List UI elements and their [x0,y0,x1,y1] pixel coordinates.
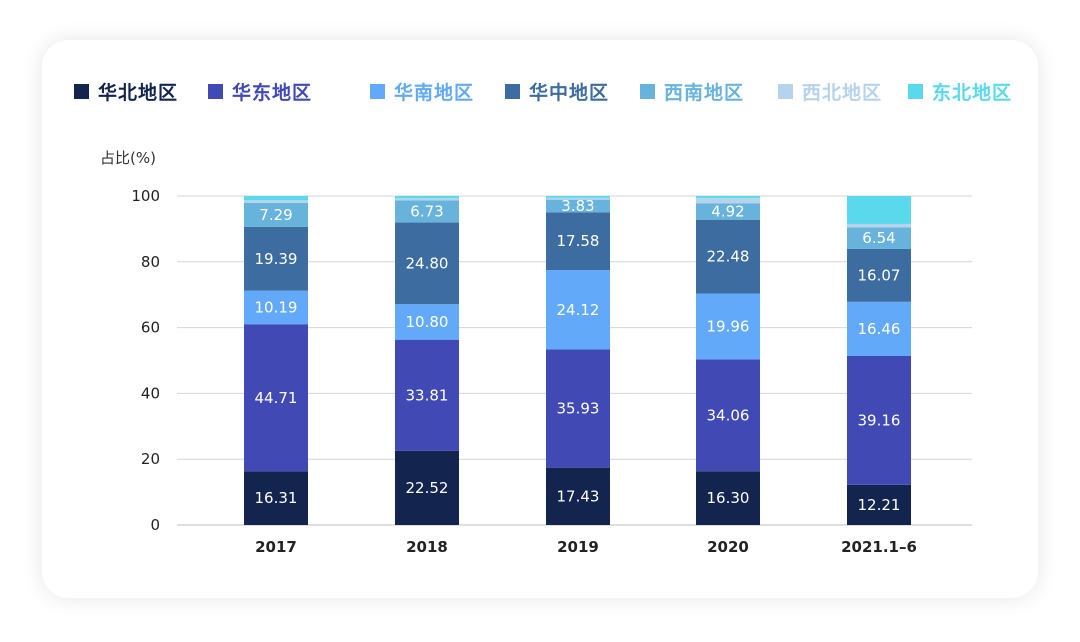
legend-swatch [208,84,223,99]
legend-item: 西南地区 [640,78,744,105]
legend-item: 华东地区 [208,78,312,105]
data-label: 7.29 [259,206,292,224]
data-label: 39.16 [858,411,901,429]
legend-item: 东北地区 [908,78,1012,105]
x-tick-label: 2019 [557,538,599,556]
data-label: 6.54 [862,229,895,247]
bar-segment [847,196,911,224]
bar-segment [696,219,760,294]
bar-segment [244,324,308,472]
chart-legend: 华北地区 华东地区 华南地区 华中地区 西南地区 西北地区 东北地区 [0,78,1080,108]
data-label: 10.80 [406,313,449,331]
bar-segment [847,248,911,302]
y-tick-label: 100 [131,187,160,205]
data-labels: 16.31 44.71 10.19 19.39 7.29 22.52 33.81 10.80 2… [255,197,901,514]
bar-segment [546,349,610,468]
bar-segment [244,202,308,227]
x-axis-ticks: 2017 2018 2019 2020 2021.1–6 [255,538,917,556]
bar-segment [244,200,308,203]
data-label: 22.52 [406,479,449,497]
data-label: 6.73 [410,202,443,220]
bar-segment [696,293,760,360]
legend-label: 华东地区 [232,82,313,104]
bar-segment [696,359,760,472]
bar-segment [395,198,459,201]
bar-segment [395,200,459,223]
data-label: 24.12 [557,301,600,319]
bar-segment [244,226,308,291]
data-label: 12.21 [858,496,901,514]
bar-segment [847,301,911,356]
bar-segment [244,290,308,325]
legend-label: 华北地区 [98,82,179,104]
bar-segment [546,270,610,350]
data-label: 16.30 [707,489,750,507]
bar-segment [696,471,760,525]
y-tick-label: 40 [141,384,160,402]
data-label: 17.58 [557,232,600,250]
y-tick-label: 60 [141,319,160,337]
legend-swatch [370,84,385,99]
legend-label: 华南地区 [394,82,475,104]
data-label: 19.96 [707,317,750,335]
legend-label: 东北地区 [932,82,1013,104]
legend-label: 西北地区 [802,82,883,104]
y-tick-label: 0 [150,516,160,534]
data-label: 33.81 [406,386,449,404]
x-tick-label: 2017 [255,538,297,556]
bar-segment [395,339,459,451]
bar-segment [395,450,459,525]
legend-label: 西南地区 [664,82,745,104]
legend-item: 华中地区 [505,78,609,105]
bar-segment [847,227,911,249]
legend-label: 华中地区 [529,82,610,104]
legend-swatch [778,84,793,99]
data-label: 34.06 [707,406,750,424]
data-label: 22.48 [707,248,750,266]
bar-segment [546,467,610,525]
bar-segment [546,212,610,271]
bar-segment [244,471,308,525]
data-label: 35.93 [557,400,600,418]
bar-segment [395,222,459,305]
data-label: 16.46 [858,320,901,338]
bar-segment [696,198,760,204]
bar-segment [847,223,911,228]
bar-segment [395,196,459,199]
data-label: 16.31 [255,489,298,507]
bar-segment [696,203,760,220]
bar-segment [546,199,610,213]
y-tick-label: 80 [141,253,160,271]
data-label: 16.07 [858,266,901,284]
data-label: 4.92 [711,203,744,221]
legend-swatch [505,84,520,99]
legend-item: 西北地区 [778,78,882,105]
data-label: 10.19 [255,298,298,316]
legend-item: 华南地区 [370,78,474,105]
bars [244,196,911,525]
data-label: 44.71 [255,389,298,407]
y-axis-label: 占比(%) [100,149,156,167]
bar-segment [696,196,760,199]
bar-segment [546,197,610,200]
x-tick-label: 2018 [406,538,448,556]
y-tick-label: 20 [141,450,160,468]
data-label: 17.43 [557,487,600,505]
y-axis-ticks: 0 20 40 60 80 100 [131,187,160,534]
x-tick-label: 2020 [707,538,749,556]
x-tick-label: 2021.1–6 [841,538,917,556]
bar-segment [244,196,308,201]
data-label: 19.39 [255,250,298,268]
data-label: 3.83 [561,197,594,215]
legend-swatch [640,84,655,99]
legend-swatch [74,84,89,99]
legend-item: 华北地区 [74,78,178,105]
bar-segment [847,355,911,485]
bar-segment [546,196,610,198]
bar-segment [395,304,459,340]
legend-swatch [908,84,923,99]
data-label: 24.80 [406,254,449,272]
bar-segment [847,484,911,525]
